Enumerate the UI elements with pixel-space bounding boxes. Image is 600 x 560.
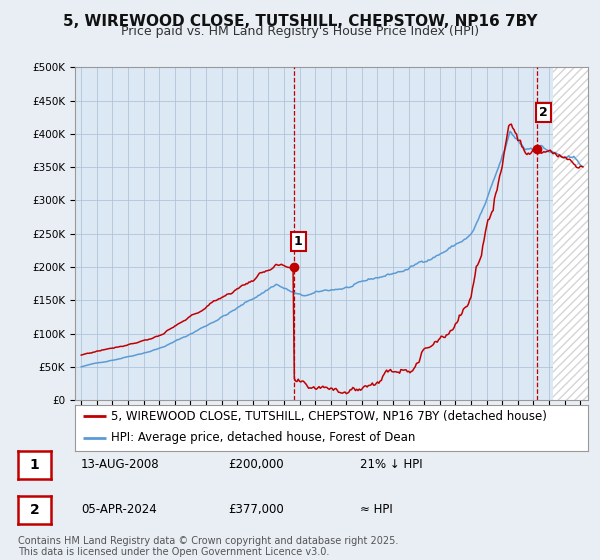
Bar: [553, 67, 588, 400]
Text: £377,000: £377,000: [228, 503, 284, 516]
Text: 05-APR-2024: 05-APR-2024: [81, 503, 157, 516]
Text: Price paid vs. HM Land Registry's House Price Index (HPI): Price paid vs. HM Land Registry's House …: [121, 25, 479, 38]
Text: 5, WIREWOOD CLOSE, TUTSHILL, CHEPSTOW, NP16 7BY (detached house): 5, WIREWOOD CLOSE, TUTSHILL, CHEPSTOW, N…: [111, 410, 547, 423]
Text: £200,000: £200,000: [228, 458, 284, 472]
Text: 2: 2: [29, 503, 40, 516]
Text: 13-AUG-2008: 13-AUG-2008: [81, 458, 160, 472]
Text: 5, WIREWOOD CLOSE, TUTSHILL, CHEPSTOW, NP16 7BY: 5, WIREWOOD CLOSE, TUTSHILL, CHEPSTOW, N…: [63, 14, 537, 29]
Text: HPI: Average price, detached house, Forest of Dean: HPI: Average price, detached house, Fore…: [111, 431, 415, 445]
Text: ≈ HPI: ≈ HPI: [360, 503, 393, 516]
Text: 1: 1: [294, 235, 302, 248]
Text: 21% ↓ HPI: 21% ↓ HPI: [360, 458, 422, 472]
Text: Contains HM Land Registry data © Crown copyright and database right 2025.
This d: Contains HM Land Registry data © Crown c…: [18, 535, 398, 557]
Bar: [553, 67, 588, 400]
Text: 1: 1: [29, 458, 40, 472]
Text: 2: 2: [539, 106, 548, 119]
